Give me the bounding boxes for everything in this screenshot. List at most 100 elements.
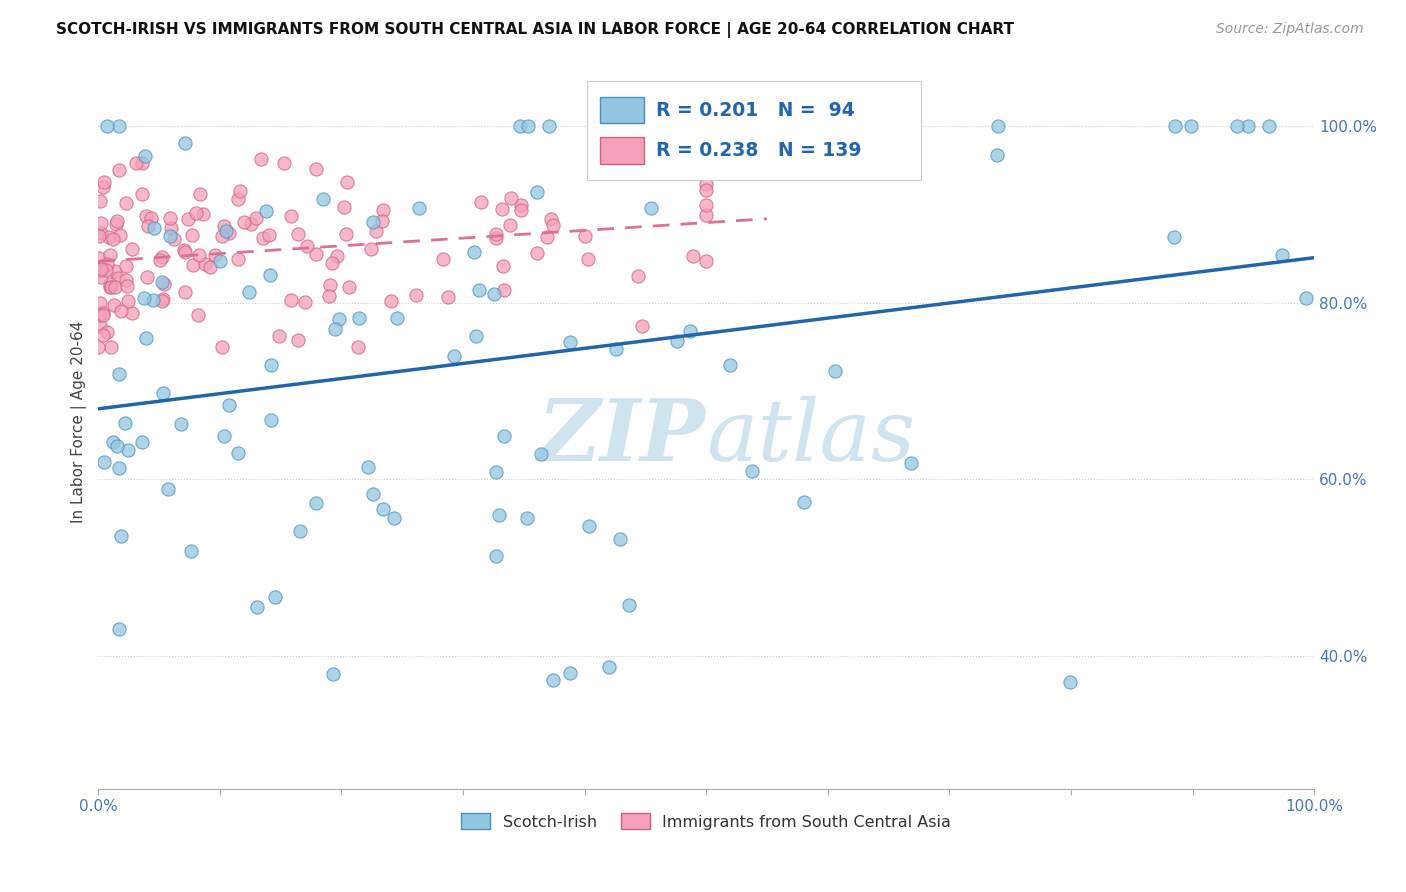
Point [87, 251, 110, 265]
Point [156, 482, 179, 496]
Point [115, 196, 138, 211]
Point [98, 247, 121, 261]
Point [105, 217, 128, 231]
Point [90, 261, 112, 276]
Point [98, 277, 121, 291]
Point [485, 227, 508, 241]
Point [485, 231, 508, 245]
Point [323, 322, 346, 336]
Point [824, 364, 846, 378]
Point [492, 260, 515, 274]
Point [254, 203, 277, 218]
Point [226, 192, 249, 206]
Point [91, 179, 114, 194]
Point [335, 175, 357, 189]
Point [260, 413, 283, 427]
Point [131, 156, 153, 170]
Point [273, 156, 295, 170]
Point [269, 329, 291, 343]
Point [492, 429, 515, 443]
Point [328, 311, 350, 326]
Point [741, 465, 763, 479]
Point [108, 622, 131, 636]
Point [87, 308, 110, 322]
Point [229, 184, 252, 198]
Point [96, 119, 118, 133]
Point [463, 244, 485, 259]
Point [619, 598, 641, 612]
Point [107, 271, 129, 285]
Text: ZIP: ZIP [538, 395, 706, 478]
Y-axis label: In Labor Force | Age 20-64: In Labor Force | Age 20-64 [72, 321, 87, 524]
Point [482, 286, 505, 301]
Point [135, 209, 157, 223]
Point [516, 511, 538, 525]
Point [576, 252, 599, 266]
Point [87, 264, 110, 278]
Point [152, 277, 174, 291]
Point [96, 325, 118, 339]
Point [695, 208, 717, 222]
Point [347, 340, 370, 354]
Point [91, 308, 114, 322]
Point [903, 119, 925, 133]
Point [695, 254, 717, 268]
Point [491, 202, 513, 216]
Point [114, 416, 136, 430]
Point [90, 226, 112, 240]
Point [319, 277, 342, 292]
Point [214, 219, 236, 233]
Point [333, 200, 356, 214]
Point [134, 149, 156, 163]
Point [609, 533, 631, 547]
Point [364, 224, 387, 238]
Point [598, 660, 620, 674]
FancyBboxPatch shape [588, 81, 921, 180]
Point [142, 220, 165, 235]
Point [117, 278, 139, 293]
Point [488, 508, 510, 522]
Point [117, 294, 139, 309]
Point [108, 163, 131, 178]
Point [98, 230, 121, 244]
Point [682, 249, 704, 263]
Point [382, 511, 405, 525]
Point [679, 325, 702, 339]
Point [173, 136, 195, 151]
Point [695, 198, 717, 212]
Point [509, 202, 531, 217]
Point [150, 275, 173, 289]
Point [250, 153, 273, 167]
Point [131, 187, 153, 202]
Point [408, 201, 430, 215]
Point [695, 145, 717, 160]
Point [159, 228, 181, 243]
Point [987, 119, 1010, 133]
Point [108, 461, 131, 475]
Point [93, 455, 115, 469]
Point [1164, 119, 1187, 133]
Point [245, 211, 267, 225]
Point [1163, 230, 1185, 244]
Point [139, 211, 162, 225]
Point [666, 334, 689, 349]
Text: Source: ZipAtlas.com: Source: ZipAtlas.com [1216, 22, 1364, 37]
FancyBboxPatch shape [600, 137, 644, 164]
Point [318, 289, 340, 303]
Point [121, 242, 143, 256]
Point [631, 319, 654, 334]
Point [100, 340, 122, 354]
Point [91, 328, 114, 343]
Point [541, 673, 564, 688]
Point [280, 209, 302, 223]
Point [280, 293, 302, 307]
Point [335, 227, 357, 242]
Point [96, 263, 118, 277]
Point [360, 242, 382, 256]
Legend: Scotch-Irish, Immigrants from South Central Asia: Scotch-Irish, Immigrants from South Cent… [454, 806, 957, 836]
Point [509, 119, 531, 133]
Point [501, 191, 523, 205]
Point [90, 269, 112, 284]
Point [218, 398, 240, 412]
Point [371, 202, 394, 217]
